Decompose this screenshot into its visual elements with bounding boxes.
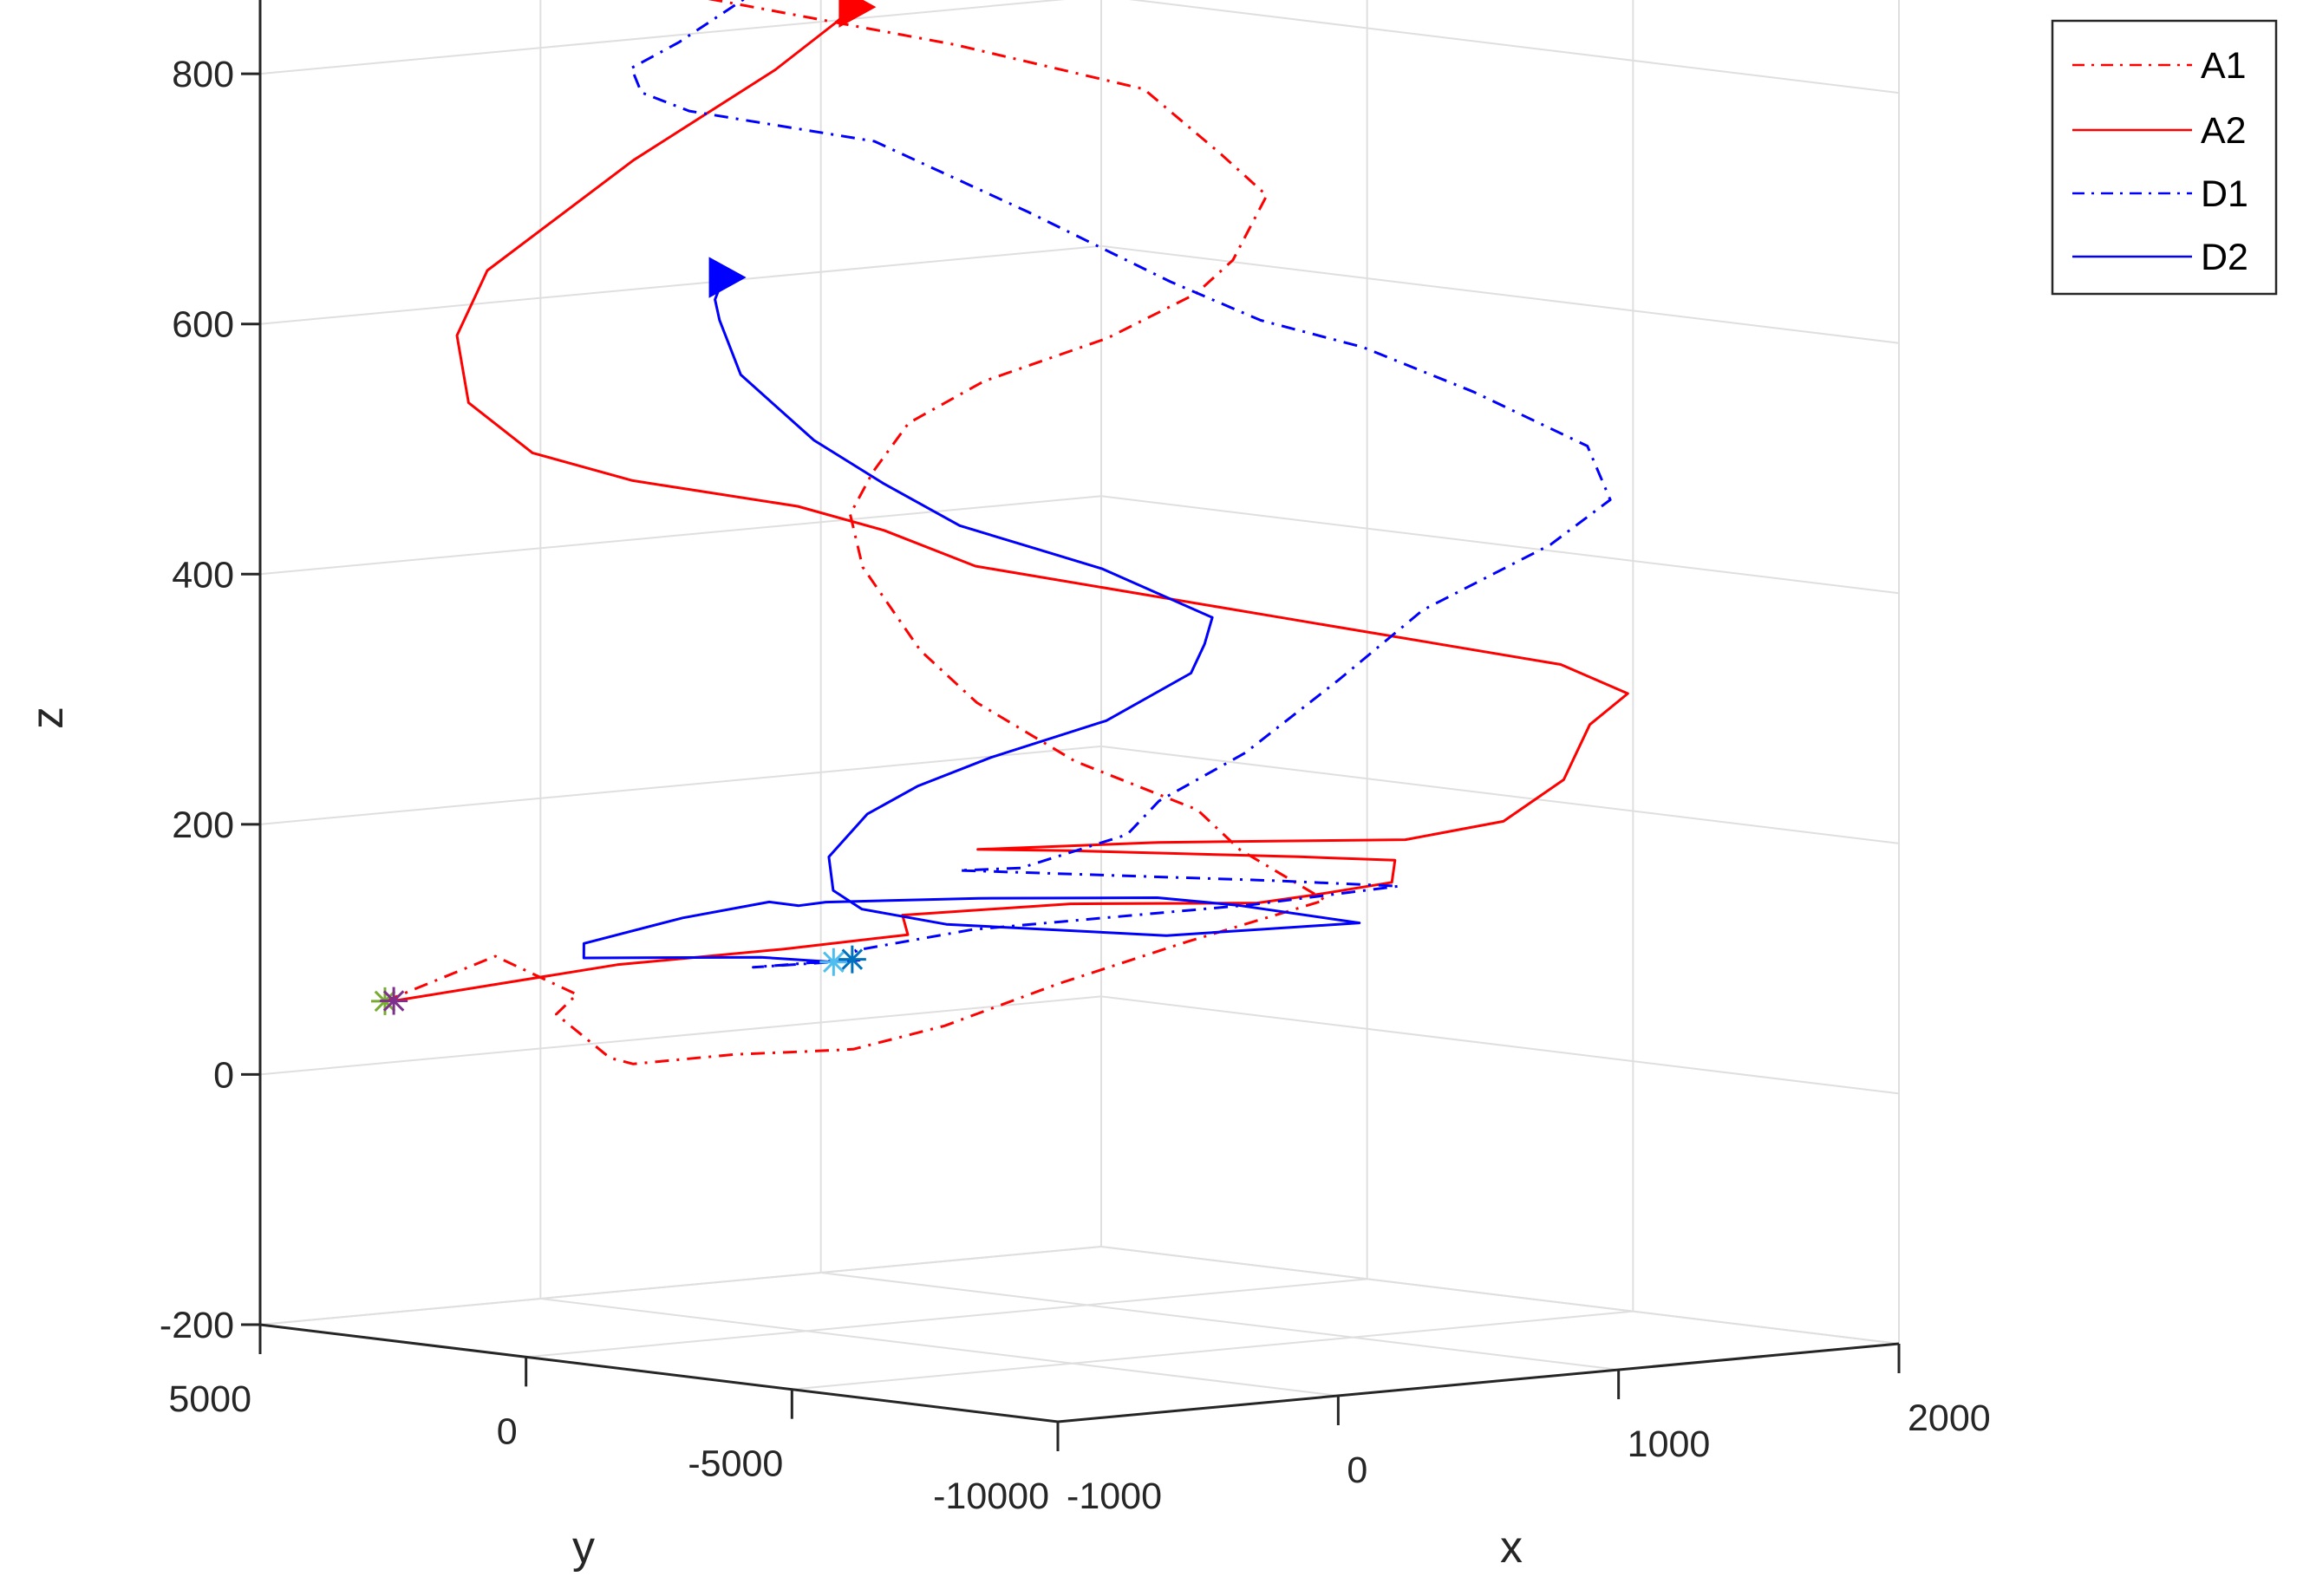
start-marker-d2 bbox=[819, 948, 848, 976]
legend-label-d2: D2 bbox=[2201, 237, 2248, 278]
series-line-a1 bbox=[384, 0, 1327, 1065]
grid-line-z bbox=[259, 745, 1102, 825]
z-tick-label: 0 bbox=[213, 1054, 234, 1096]
end-marker-a2 bbox=[838, 0, 877, 28]
x-tick-label: 0 bbox=[1347, 1449, 1367, 1491]
grid-line-y bbox=[525, 1278, 1367, 1358]
grid-line-z bbox=[259, 244, 1102, 325]
x-tick-label: 1000 bbox=[1628, 1423, 1711, 1465]
x-axis-title: x bbox=[1500, 1522, 1523, 1573]
z-tick-label: 200 bbox=[172, 805, 234, 846]
asterisk-stroke bbox=[841, 948, 864, 970]
legend: A1 A2 D1 D2 bbox=[2051, 19, 2278, 296]
start-marker-a2 bbox=[380, 987, 408, 1015]
axes-layer: -20002004006008001000120050000-5000-1000… bbox=[160, 0, 1991, 1517]
y-tick-label: 0 bbox=[497, 1410, 518, 1452]
grid-line-z bbox=[259, 0, 1066, 75]
grid-line-y bbox=[792, 1310, 1634, 1391]
z-tick-label: 600 bbox=[172, 304, 234, 346]
grid-line-z bbox=[1100, 244, 1900, 344]
grid-line-x bbox=[820, 1272, 1619, 1371]
x-tick-label: 2000 bbox=[1908, 1397, 1991, 1439]
grid-line-z bbox=[1128, 0, 1900, 94]
grid-line-z bbox=[1100, 995, 1900, 1095]
legend-box bbox=[2051, 19, 2278, 296]
grid-line-y bbox=[259, 1246, 1102, 1326]
grid-line-z bbox=[259, 495, 1102, 576]
x-axis-line bbox=[1057, 1342, 1900, 1423]
marker-layer bbox=[370, 0, 877, 1015]
y-tick-label: -5000 bbox=[688, 1443, 783, 1485]
legend-label-d1: D1 bbox=[2201, 173, 2248, 215]
z-axis-title: z bbox=[23, 707, 73, 729]
grid-line-z bbox=[259, 995, 1102, 1076]
series-layer bbox=[384, 0, 1629, 1065]
series-line-a2 bbox=[393, 6, 1629, 1002]
y-tick-label: -10000 bbox=[933, 1475, 1049, 1517]
start-marker-d1 bbox=[838, 945, 866, 974]
grid-line-z bbox=[1100, 745, 1900, 844]
z-tick-label: 400 bbox=[172, 554, 234, 596]
x-tick-label: -1000 bbox=[1067, 1475, 1162, 1517]
asterisk-stroke bbox=[823, 951, 845, 973]
z-tick-label: 800 bbox=[172, 54, 234, 95]
z-tick-label: -200 bbox=[160, 1305, 234, 1346]
grid-line-x bbox=[540, 1298, 1339, 1397]
series-line-d1 bbox=[630, 0, 1612, 969]
y-tick-label: 5000 bbox=[168, 1378, 251, 1420]
grid-line-x bbox=[1100, 1246, 1900, 1345]
series-line-d2 bbox=[582, 277, 1361, 964]
y-axis-title: y bbox=[572, 1522, 595, 1573]
legend-label-a1: A1 bbox=[2201, 45, 2247, 87]
end-marker-d2 bbox=[708, 257, 747, 298]
asterisk-stroke bbox=[382, 990, 405, 1012]
grid-layer bbox=[259, 0, 1900, 1423]
legend-label-a2: A2 bbox=[2201, 110, 2247, 152]
y-axis-line bbox=[259, 1323, 1059, 1423]
grid-line-z bbox=[1100, 495, 1900, 595]
